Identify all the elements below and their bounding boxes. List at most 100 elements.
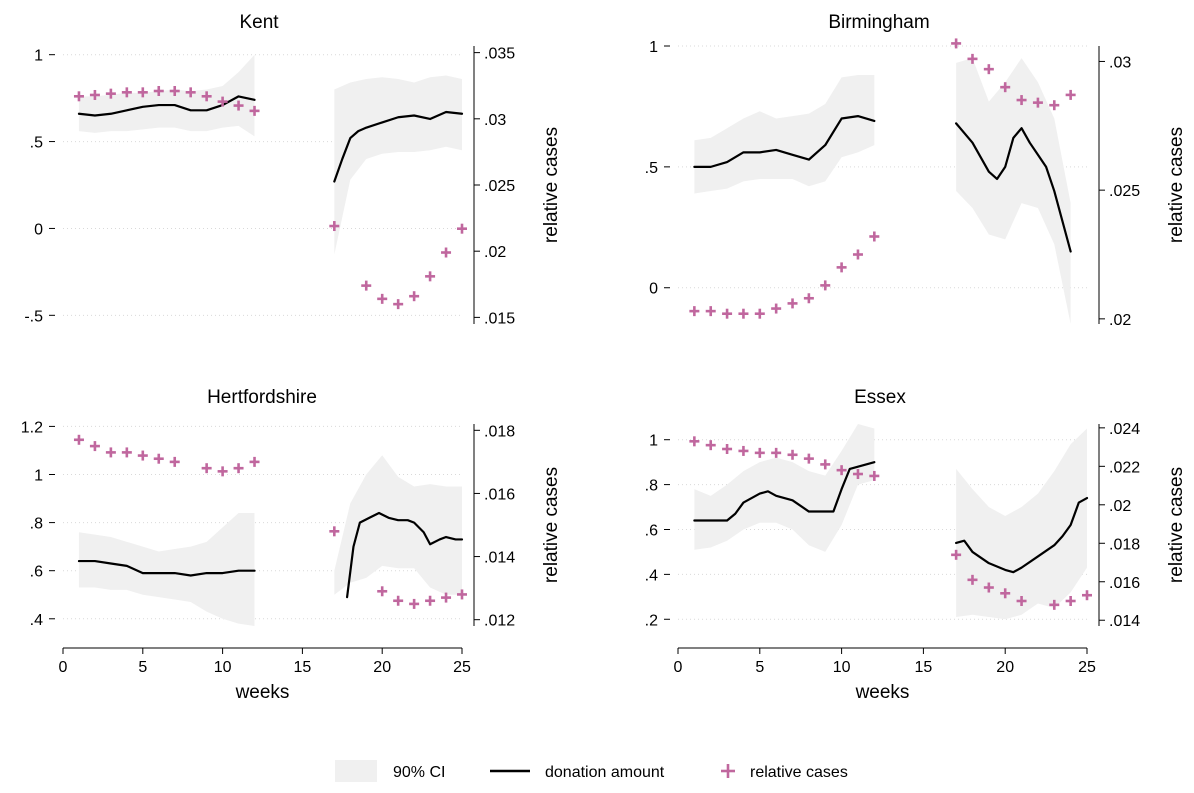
relative-cases-marker [1000, 82, 1011, 93]
relative-cases-marker [121, 447, 132, 458]
legend-ci-swatch [335, 760, 377, 782]
relative-cases-marker [457, 589, 467, 600]
y2-tick-label: .02 [1109, 312, 1131, 329]
donation-amount-line [77, 559, 256, 577]
relative-cases-marker [185, 87, 196, 98]
relative-cases-marker [1049, 100, 1060, 111]
relative-cases-marker [153, 453, 164, 464]
donation-amount-line [693, 115, 876, 168]
y2-tick-label: .022 [1109, 459, 1140, 476]
relative-cases-marker [89, 441, 100, 452]
relative-cases-marker [217, 96, 228, 107]
relative-cases-marker [153, 86, 164, 97]
relative-cases-marker [869, 231, 880, 242]
relative-cases-marker [441, 247, 452, 258]
relative-cases-marker [217, 466, 228, 477]
panel-title: Birmingham [828, 12, 929, 33]
relative-cases-marker [705, 306, 716, 317]
y2-axis-label: relative cases [541, 467, 562, 583]
x-tick-label: 15 [915, 659, 933, 676]
relative-cases-marker [377, 293, 388, 304]
relative-cases-marker [951, 549, 962, 560]
relative-cases-marker [409, 598, 420, 609]
relative-cases-marker [393, 299, 404, 310]
legend-marker-swatch [721, 764, 735, 778]
y-tick-label: 0 [649, 281, 658, 298]
ci-band [694, 75, 875, 194]
ci-band [334, 75, 462, 255]
relative-cases-marker [1016, 595, 1027, 606]
panel-essex: 1 .8 .6 .4 .2 .024 .022 .02 .018 .016 .014 relative… [645, 387, 1187, 703]
relative-cases-marker [1065, 89, 1076, 100]
y2-tick-label: .025 [1109, 183, 1140, 200]
panel-title: Kent [239, 12, 279, 33]
y2-tick-label: .018 [1109, 536, 1140, 553]
relative-cases-marker [329, 221, 340, 232]
y2-axis-label: relative cases [1166, 127, 1187, 243]
y2-tick-label: .02 [1109, 498, 1131, 515]
legend-ci-label: 90% CI [393, 764, 445, 781]
donation-amount-line [333, 110, 464, 183]
relative-cases-marker [951, 38, 962, 49]
y2-tick-label: .02 [484, 244, 506, 261]
y2-tick-label: .014 [1109, 613, 1140, 630]
relative-cases-marker [393, 595, 404, 606]
ci-band [956, 58, 1071, 325]
relative-cases-marker [820, 280, 831, 291]
relative-cases-marker [1000, 588, 1011, 599]
relative-cases-marker [201, 463, 212, 474]
legend: 90% CI donation amount relative cases [335, 760, 848, 782]
relative-cases-marker [105, 88, 116, 99]
x-tick-label: 5 [138, 659, 147, 676]
y-tick-label: .4 [30, 612, 43, 629]
x-tick-label: 25 [453, 659, 471, 676]
legend-marker-label: relative cases [750, 764, 848, 781]
relative-cases-marker [409, 291, 420, 302]
relative-cases-marker [249, 456, 260, 467]
y-tick-label: .8 [645, 478, 658, 495]
panel-hertfordshire: 1.2 1 .8 .6 .4 .018 .016 .014 .012 relative cases… [21, 387, 562, 703]
y2-tick-label: .016 [1109, 575, 1140, 592]
relative-cases-marker [722, 308, 733, 319]
x-tick-label: 10 [833, 659, 851, 676]
donation-amount-line [345, 511, 464, 599]
y2-tick-label: .03 [1109, 54, 1131, 71]
relative-cases-marker [377, 586, 388, 597]
x-tick-label: 15 [294, 659, 312, 676]
y-tick-label: 1 [649, 39, 658, 56]
x-tick-label: 5 [755, 659, 764, 676]
relative-cases-marker [329, 526, 340, 537]
y2-tick-label: .024 [1109, 421, 1140, 438]
panel-kent: 1 .5 0 -.5 .035 .03 .025 .02 .015 relative cases K… [24, 12, 562, 327]
relative-cases-marker [73, 91, 84, 102]
ci-band [694, 424, 875, 552]
relative-cases-marker [1082, 590, 1092, 601]
y-tick-label: .8 [30, 516, 43, 533]
donation-amount-line [77, 95, 256, 117]
relative-cases-marker [201, 91, 212, 102]
relative-cases-marker [89, 89, 100, 100]
relative-cases-marker [1065, 595, 1076, 606]
relative-cases-marker [754, 447, 765, 458]
y2-tick-label: .025 [484, 178, 515, 195]
relative-cases-marker [852, 249, 863, 260]
legend-line-label: donation amount [545, 764, 665, 781]
relative-cases-marker [983, 64, 994, 75]
y2-tick-label: .018 [484, 423, 515, 440]
relative-cases-marker [738, 445, 749, 456]
y2-tick-label: .014 [484, 550, 515, 567]
y2-tick-label: .016 [484, 486, 515, 503]
x-axis-label: weeks [855, 682, 910, 703]
y-tick-label: 1 [34, 468, 43, 485]
panel-birmingham: 1 .5 0 .03 .025 .02 relative cases Birmingham [645, 12, 1187, 329]
relative-cases-marker [233, 463, 244, 474]
relative-cases-marker [105, 447, 116, 458]
relative-cases-marker [233, 100, 244, 111]
relative-cases-marker [689, 436, 700, 447]
y2-axis-label: relative cases [1166, 467, 1187, 583]
relative-cases-marker [73, 434, 84, 445]
relative-cases-marker [803, 293, 814, 304]
y-tick-label: .5 [645, 160, 658, 177]
y-tick-label: -.5 [24, 308, 43, 325]
